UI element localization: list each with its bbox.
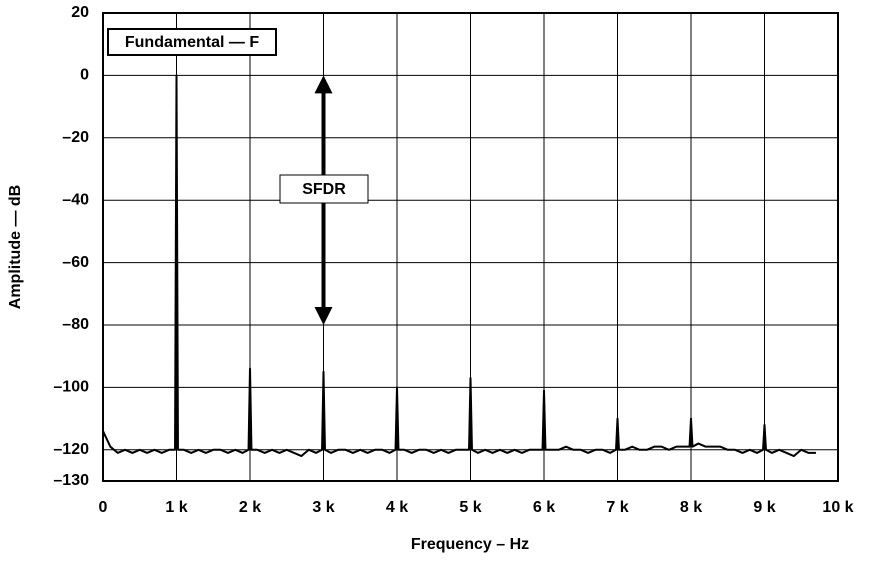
x-tick-label: 1 k [165,499,187,516]
x-tick-label: 0 [99,499,108,516]
x-tick-label: 6 k [533,499,555,516]
x-tick-label: 8 k [680,499,702,516]
plot-frame [102,12,839,482]
x-axis-label: Frequency – Hz [411,536,529,553]
y-tick-label: –130 [53,472,89,489]
annotation-box [279,174,369,204]
y-tick-label: –100 [53,379,89,396]
annotation: SFDR [302,181,346,198]
x-tick-label: 9 k [753,499,775,516]
y-tick-label: –20 [62,129,89,146]
y-tick-label: –80 [62,316,89,333]
x-tick-label: 2 k [239,499,261,516]
y-axis-label: Amplitude — dB [7,185,24,309]
y-tick-label: 0 [80,67,89,84]
x-tick-label: 3 k [312,499,334,516]
arrow-head [314,75,333,94]
y-tick-label: –60 [62,254,89,271]
x-tick-label: 10 k [822,499,853,516]
annotation: Fundamental — F [125,34,259,51]
spectrum-line [102,74,816,458]
x-tick-label: 5 k [459,499,481,516]
y-tick-label: 20 [71,4,89,21]
annotation-box [107,28,277,56]
x-tick-label: 7 k [606,499,628,516]
y-tick-label: –40 [62,191,89,208]
x-tick-label: 4 k [386,499,408,516]
y-tick-label: –120 [53,441,89,458]
arrow-head [314,307,333,325]
